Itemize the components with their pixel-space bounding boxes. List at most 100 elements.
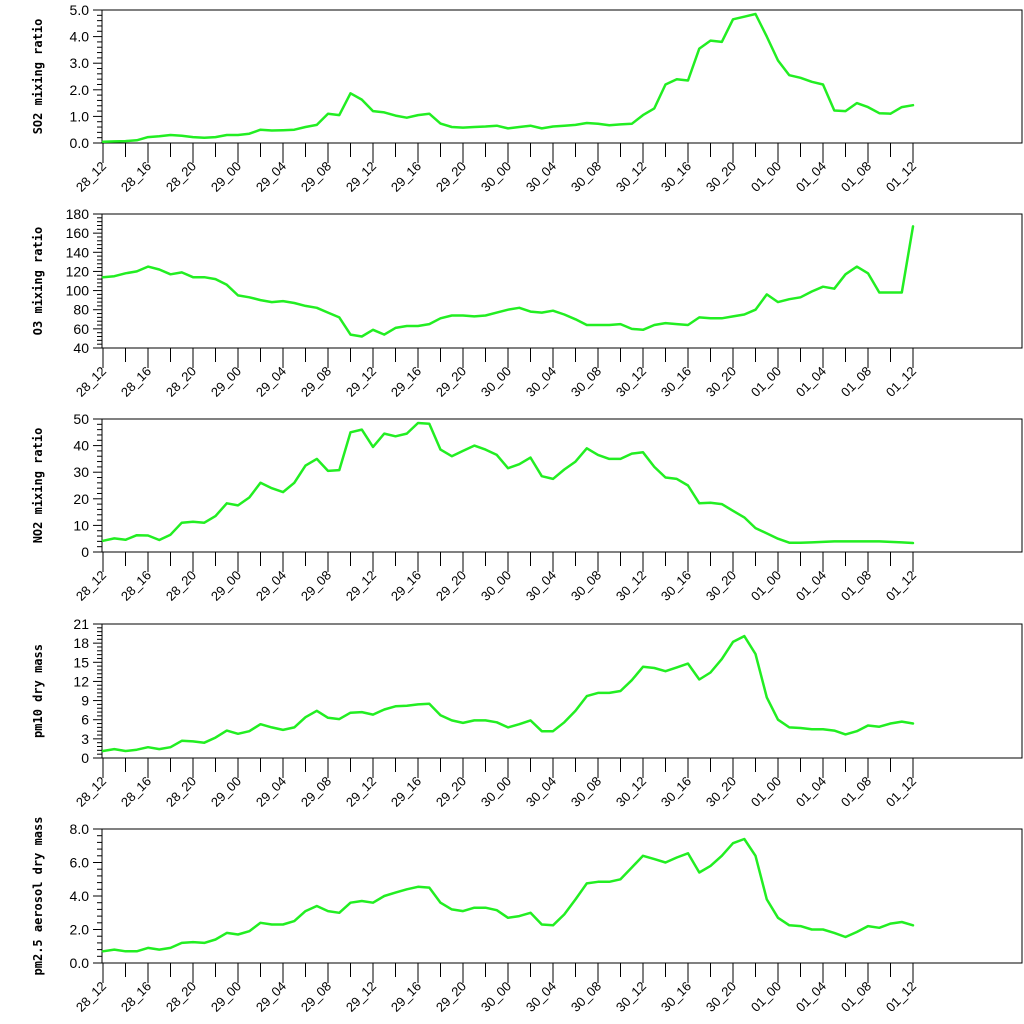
series-line — [101, 634, 915, 753]
x-tick-label: 01_12 — [883, 979, 919, 1015]
x-tick-label: 28_20 — [163, 979, 199, 1015]
x-tick-label: 29_16 — [388, 568, 424, 604]
x-tick-label: 01_04 — [793, 979, 829, 1015]
x-tick-label: 29_00 — [208, 568, 244, 604]
x-tick-label: 29_00 — [208, 159, 244, 195]
y-tick-label: 0 — [81, 750, 89, 766]
y-tick-label: 4.0 — [70, 29, 90, 45]
x-tick-label: 01_08 — [838, 774, 874, 810]
x-tick-label: 29_08 — [298, 979, 334, 1015]
x-tick-label: 30_08 — [568, 159, 604, 195]
x-tick-label: 28_20 — [163, 774, 199, 810]
x-tick-label: 01_00 — [748, 774, 784, 810]
y-tick-label: 3 — [81, 731, 89, 747]
x-tick-label: 30_00 — [478, 774, 514, 810]
x-tick-label: 30_08 — [568, 774, 604, 810]
y-tick-label: 4.0 — [70, 888, 90, 904]
y-tick-label: 2.0 — [70, 922, 90, 938]
plot-frame — [101, 9, 1023, 144]
x-tick-label: 28_16 — [118, 159, 154, 195]
x-tick-label: 30_12 — [613, 159, 649, 195]
x-tick-label: 01_00 — [748, 979, 784, 1015]
x-tick-label: 30_12 — [613, 774, 649, 810]
x-tick-label: 29_04 — [253, 979, 289, 1015]
y-tick-label: 100 — [66, 283, 90, 299]
x-tick-label: 29_08 — [298, 159, 334, 195]
x-tick-label: 01_08 — [838, 979, 874, 1015]
x-tick-label: 30_12 — [613, 979, 649, 1015]
y-tick-label: 18 — [73, 635, 89, 651]
plot-frame — [101, 623, 1023, 759]
x-tick-label: 30_08 — [568, 979, 604, 1015]
y-tick-label: 6 — [81, 712, 89, 728]
x-tick-label: 01_00 — [748, 159, 784, 195]
plot-frame — [101, 213, 1023, 349]
y-tick-label: 0.0 — [70, 955, 90, 971]
series-line — [101, 225, 915, 338]
x-tick-label: 28_20 — [163, 364, 199, 400]
x-tick-label: 28_16 — [118, 774, 154, 810]
y-tick-label: 8.0 — [70, 821, 90, 837]
series-line — [101, 421, 915, 545]
x-tick-label: 30_16 — [658, 159, 694, 195]
x-tick-label: 29_00 — [208, 774, 244, 810]
series-line — [101, 837, 915, 953]
x-tick-label: 29_00 — [208, 364, 244, 400]
x-tick-label: 28_20 — [163, 159, 199, 195]
x-tick-label: 01_04 — [793, 568, 829, 604]
x-tick-label: 29_04 — [253, 774, 289, 810]
y-tick-label: 6.0 — [70, 855, 90, 871]
y-axis-title: SO2 mixing ratio — [31, 19, 45, 135]
x-tick-label: 29_12 — [343, 568, 379, 604]
y-axis-title: O3 mixing ratio — [31, 227, 45, 335]
series-line — [101, 12, 915, 143]
x-tick-label: 30_16 — [658, 364, 694, 400]
x-tick-label: 30_20 — [703, 979, 739, 1015]
y-axis-title: pm10 dry mass — [31, 644, 45, 738]
plot-frame — [101, 418, 1023, 553]
x-tick-label: 29_12 — [343, 159, 379, 195]
x-tick-label: 29_12 — [343, 979, 379, 1015]
x-tick-label: 28_16 — [118, 979, 154, 1015]
x-tick-label: 01_12 — [883, 774, 919, 810]
x-tick-label: 30_04 — [523, 159, 559, 195]
x-tick-label: 30_04 — [523, 568, 559, 604]
x-tick-label: 29_20 — [433, 774, 469, 810]
x-tick-label: 28_12 — [73, 159, 109, 195]
y-axis-title: pm2.5 aerosol dry mass — [31, 817, 45, 976]
y-tick-label: 40 — [73, 340, 89, 356]
y-tick-label: 60 — [73, 321, 89, 337]
x-tick-label: 01_04 — [793, 159, 829, 195]
x-tick-label: 30_12 — [613, 568, 649, 604]
y-tick-label: 40 — [73, 438, 89, 454]
x-tick-label: 29_20 — [433, 159, 469, 195]
x-tick-label: 28_20 — [163, 568, 199, 604]
x-tick-label: 28_12 — [73, 979, 109, 1015]
x-tick-label: 29_08 — [298, 774, 334, 810]
x-tick-label: 30_00 — [478, 159, 514, 195]
x-tick-label: 01_08 — [838, 568, 874, 604]
x-tick-label: 29_00 — [208, 979, 244, 1015]
x-tick-label: 29_04 — [253, 159, 289, 195]
x-tick-label: 01_12 — [883, 159, 919, 195]
y-tick-label: 5.0 — [70, 2, 90, 18]
y-tick-label: 1.0 — [70, 108, 90, 124]
x-tick-label: 29_08 — [298, 364, 334, 400]
x-tick-label: 01_00 — [748, 364, 784, 400]
y-tick-label: 0 — [81, 544, 89, 560]
chart-panel-5: 0.0 2.0 4.0 6.0 8.0 pm2.5 aerosol dry mass 28_… — [31, 817, 1023, 1015]
x-tick-label: 29_12 — [343, 774, 379, 810]
y-tick-label: 21 — [73, 616, 89, 632]
x-tick-label: 01_08 — [838, 159, 874, 195]
y-tick-label: 30 — [73, 464, 89, 480]
y-tick-label: 15 — [73, 654, 89, 670]
x-tick-label: 28_16 — [118, 364, 154, 400]
x-tick-label: 01_12 — [883, 364, 919, 400]
x-tick-label: 29_04 — [253, 568, 289, 604]
x-tick-label: 29_20 — [433, 568, 469, 604]
chart-panel-3: 0 10 20 30 40 50 NO2 mixing ratio 28_12 28_16 28_… — [31, 411, 1023, 604]
x-tick-label: 30_20 — [703, 364, 739, 400]
x-tick-label: 30_04 — [523, 774, 559, 810]
